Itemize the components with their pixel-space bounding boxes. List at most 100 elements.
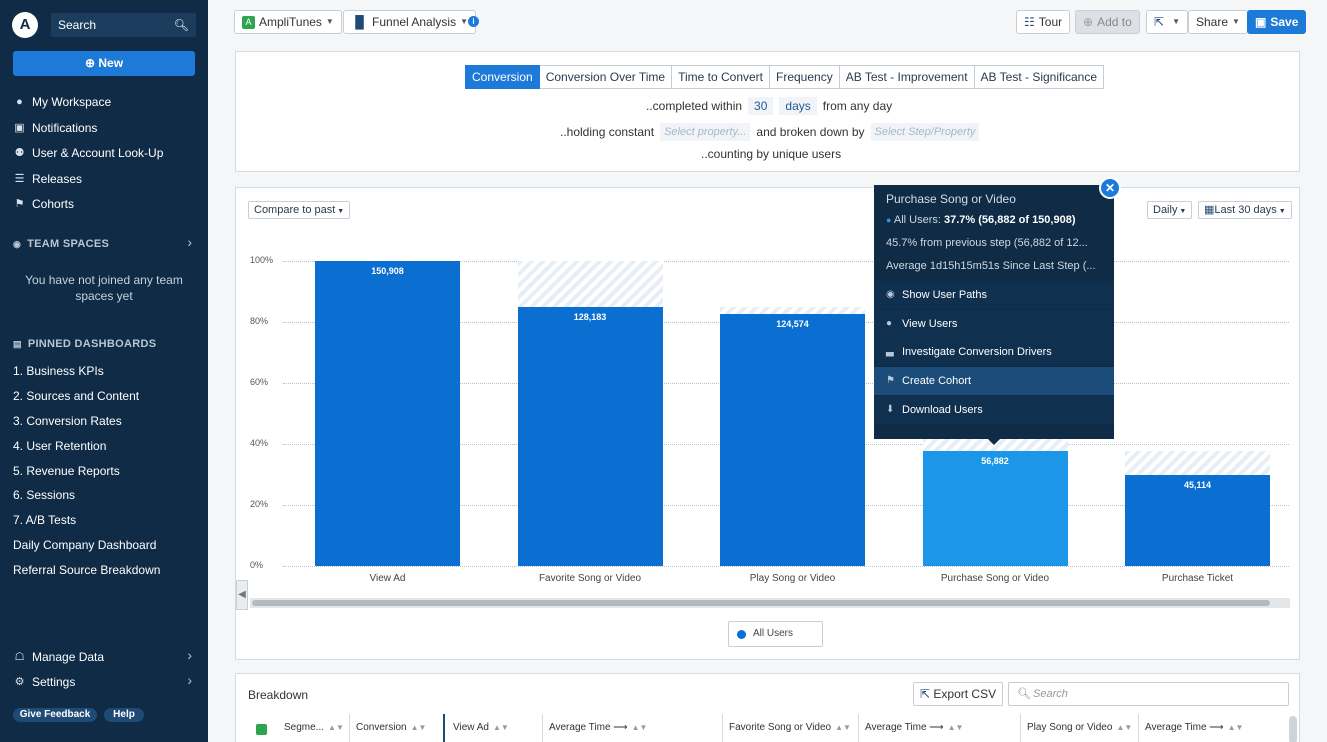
column-header-average-time[interactable]: Average Time ⟶ ▲▼ [859, 714, 1021, 742]
column-label: Average Time ⟶ [549, 722, 628, 733]
manage-data-chevron-icon[interactable]: › [187, 647, 192, 663]
chart-scrollbar[interactable] [250, 598, 1290, 608]
help-button[interactable]: Help [104, 708, 144, 722]
sidebar-item-my-workspace[interactable]: ● My Workspace [13, 93, 111, 111]
new-button[interactable]: ⊕ New [13, 51, 195, 76]
legend-all-users[interactable]: All Users [728, 621, 823, 647]
sidebar-item-manage-data[interactable]: ☖ Manage Data [13, 648, 104, 666]
share-label: Share [1196, 15, 1229, 29]
give-feedback-button[interactable]: Give Feedback [13, 708, 97, 722]
funnel-bar[interactable]: 124,574 [720, 314, 865, 566]
download-users-menu-item[interactable]: ⬇ Download Users [874, 396, 1114, 424]
column-header-view-ad[interactable]: View Ad ▲▼ [447, 714, 543, 742]
sidebar-item-user-lookup[interactable]: ⚉ User & Account Look-Up [13, 144, 164, 162]
column-header-average-time[interactable]: Average Time ⟶ ▲▼ [543, 714, 723, 742]
amplitude-logo[interactable]: A [12, 12, 38, 38]
show-user-paths-menu-item[interactable]: ◉ Show User Paths [874, 281, 1114, 309]
gear-icon: ⚙ [14, 676, 25, 688]
interval-dropdown[interactable]: Daily ▼ [1147, 201, 1193, 219]
team-spaces-chevron-icon[interactable]: › [187, 234, 192, 250]
completed-within-row: ..completed within 30 days from any day [646, 97, 892, 115]
save-button[interactable]: ▣ Save [1247, 10, 1307, 34]
tab-frequency[interactable]: Frequency [770, 65, 840, 89]
pinned-dashboard-item[interactable]: 4. User Retention [13, 439, 107, 453]
column-header-conversion[interactable]: Conversion ▲▼ [350, 714, 445, 742]
compare-to-past-dropdown[interactable]: Compare to past ▼ [248, 201, 351, 219]
sort-icon: ▲▼ [410, 723, 427, 732]
scroll-left-arrow-icon[interactable]: ◀ [236, 580, 248, 610]
sidebar-item-settings[interactable]: ⚙ Settings [13, 673, 76, 691]
pinned-dashboard-item[interactable]: Daily Company Dashboard [13, 538, 157, 552]
sort-icon: ▲▼ [492, 723, 509, 732]
share-dropdown[interactable]: Share ▼ [1188, 10, 1248, 34]
export-dropdown[interactable]: ⇱ ▼ [1146, 10, 1188, 34]
pinned-dashboard-item[interactable]: 1. Business KPIs [13, 364, 104, 378]
column-header-average-time[interactable]: Average Time ⟶ ▲▼ [1139, 714, 1289, 742]
select-all-checkbox[interactable] [256, 724, 267, 735]
tab-ab-significance[interactable]: AB Test - Significance [974, 65, 1105, 89]
breakdown-search-input[interactable]: 🔍︎ Search [1008, 682, 1289, 706]
completed-within-label: ..completed within [646, 99, 743, 113]
view-users-menu-item[interactable]: ● View Users [874, 310, 1114, 338]
x-tick-label: View Ad [369, 573, 406, 584]
create-cohort-menu-item[interactable]: ⚑ Create Cohort [874, 367, 1114, 395]
bar-value-label: 124,574 [776, 319, 809, 330]
column-header-play-song[interactable]: Play Song or Video ▲▼ [1021, 714, 1139, 742]
sidebar-item-label: Notifications [32, 121, 98, 135]
all-users-value: 37.7% (56,882 of 150,908) [944, 214, 1076, 226]
team-spaces-header[interactable]: ◉ TEAM SPACES [13, 238, 109, 250]
bar-value-label: 128,183 [573, 312, 607, 323]
funnel-bar[interactable]: 150,908 [315, 261, 460, 566]
add-to-label: Add to [1097, 15, 1132, 29]
export-csv-button[interactable]: ⇱ Export CSV [913, 682, 1004, 706]
funnel-bar[interactable]: 56,882 [922, 451, 1068, 566]
days-input[interactable]: 30 [748, 97, 774, 115]
funnel-bar[interactable]: 128,183 [517, 307, 663, 566]
dropoff-bar[interactable] [720, 307, 865, 315]
column-label: Segme... [284, 722, 325, 733]
tab-ab-improvement[interactable]: AB Test - Improvement [839, 65, 975, 89]
select-property-dropdown[interactable]: Select property... [660, 123, 751, 141]
funnel-bar[interactable]: 45,114 [1125, 474, 1270, 566]
project-dropdown[interactable]: A AmpliTunes ▼ [234, 10, 342, 34]
pinned-dashboard-item[interactable]: 2. Sources and Content [13, 389, 140, 403]
pinned-dashboard-item[interactable]: 5. Revenue Reports [13, 464, 120, 478]
tab-time-to-convert[interactable]: Time to Convert [672, 65, 770, 89]
dropoff-bar[interactable] [517, 261, 663, 308]
sort-icon: ▲▼ [328, 723, 344, 732]
investigate-drivers-menu-item[interactable]: ▃ Investigate Conversion Drivers [874, 338, 1114, 366]
search-input[interactable]: Search 🔍︎ [51, 13, 196, 37]
pinned-dashboard-item[interactable]: 7. A/B Tests [13, 513, 77, 527]
date-range-dropdown[interactable]: ▦Last 30 days ▼ [1198, 201, 1292, 219]
pinned-dashboard-item[interactable]: Referral Source Breakdown [13, 563, 161, 577]
pinned-dashboard-item[interactable]: 3. Conversion Rates [13, 414, 122, 428]
sidebar-item-releases[interactable]: ☰ Releases [13, 170, 82, 188]
tab-conversion[interactable]: Conversion [465, 65, 540, 89]
tour-button[interactable]: ☷ Tour [1016, 10, 1071, 34]
x-tick-label: Play Song or Video [749, 573, 836, 584]
column-header-favorite-song[interactable]: Favorite Song or Video ▲▼ [723, 714, 859, 742]
pinned-dashboard-item[interactable]: 6. Sessions [13, 488, 76, 502]
sidebar-item-notifications[interactable]: ▣ Notifications [13, 119, 97, 137]
tab-conversion-over-time[interactable]: Conversion Over Time [539, 65, 673, 89]
counting-by-label[interactable]: ..counting by unique users [701, 147, 842, 161]
team-spaces-empty-text: You have not joined any team spaces yet [25, 273, 183, 303]
sidebar-item-cohorts[interactable]: ⚑ Cohorts [13, 195, 74, 213]
add-to-button[interactable]: ⊕ Add to [1075, 10, 1140, 34]
menu-label: Investigate Conversion Drivers [902, 346, 1052, 358]
dropoff-bar[interactable] [1125, 451, 1270, 475]
info-icon[interactable]: i [468, 16, 479, 27]
column-header-segment[interactable]: Segme... ▲▼ [278, 714, 350, 742]
chart-type-dropdown[interactable]: ▐▌ Funnel Analysis ▼ [343, 10, 476, 34]
table-scrollbar[interactable] [1289, 716, 1297, 742]
chart-scrollbar-thumb[interactable] [252, 600, 1270, 606]
bar-value-label: 56,882 [981, 456, 1009, 466]
menu-label: Download Users [902, 404, 983, 416]
breakdown-panel: Breakdown ⇱ Export CSV 🔍︎ Search Segme...… [235, 673, 1300, 742]
select-step-dropdown[interactable]: Select Step/Property [870, 123, 980, 141]
tooltip-from-previous: 45.7% from previous step (56,882 of 12..… [886, 237, 1088, 249]
chevron-down-icon: ▼ [335, 208, 345, 215]
close-icon[interactable]: ✕ [1099, 177, 1121, 199]
settings-chevron-icon[interactable]: › [187, 672, 192, 688]
days-unit-dropdown[interactable]: days [779, 97, 817, 115]
